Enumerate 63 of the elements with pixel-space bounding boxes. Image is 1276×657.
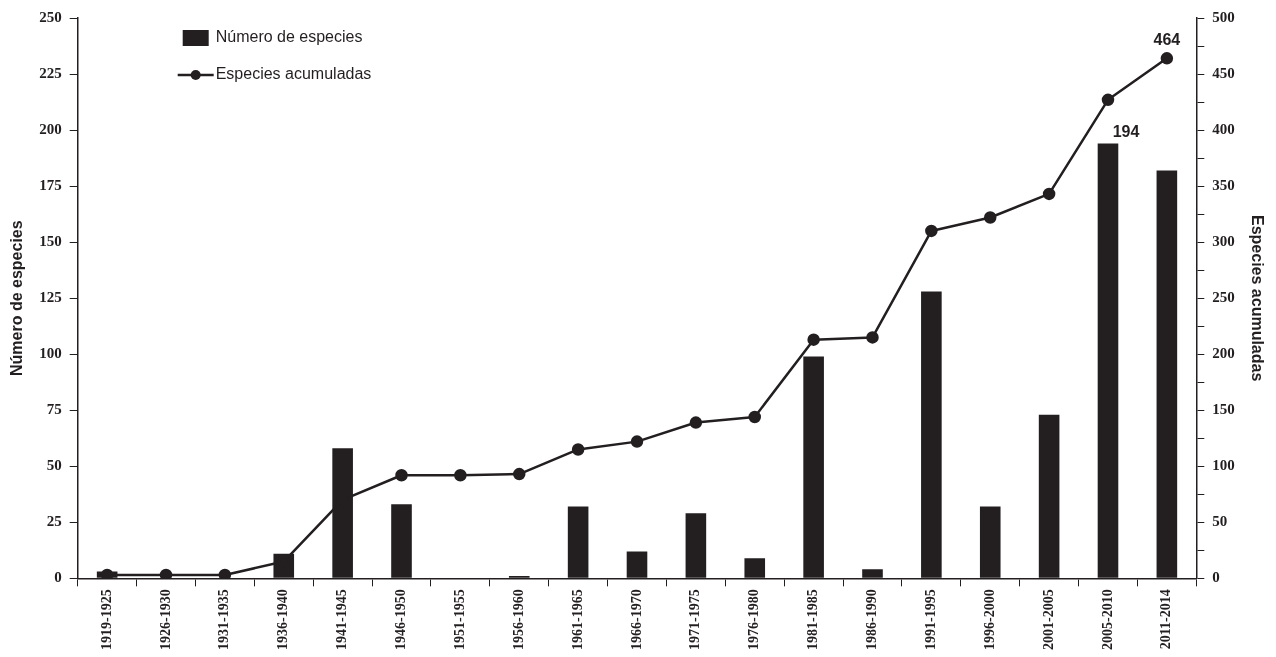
- x-tick-label: 2005-2010: [1099, 589, 1115, 651]
- x-tick-label: 1976-1980: [746, 589, 762, 651]
- data-label: 464: [1153, 30, 1181, 48]
- point: [630, 435, 644, 448]
- x-tick-label: 1931-1935: [216, 589, 232, 651]
- y2-tick-label: 450: [1212, 64, 1235, 81]
- point: [159, 568, 173, 579]
- point: [983, 211, 997, 224]
- y-tick-label: 125: [39, 289, 62, 306]
- x-tick-label: 1926-1930: [157, 589, 173, 651]
- x-tick-label: 1971-1975: [687, 589, 703, 651]
- y2-tick-label: 150: [1212, 401, 1235, 418]
- x-tick-label: 1941-1945: [334, 589, 350, 651]
- y2-axis-title: Especies acumuladas: [1248, 215, 1266, 382]
- x-tick-label: 1966-1970: [628, 589, 644, 651]
- legend-label: Número de especies: [215, 28, 363, 46]
- y2-tick-label: 350: [1212, 176, 1235, 193]
- x-tick-label: 1996-2000: [981, 589, 997, 651]
- point: [1101, 93, 1115, 107]
- y2-tick-label: 0: [1212, 569, 1220, 586]
- point: [866, 331, 879, 344]
- x-tick-label: 1919-1925: [98, 589, 114, 651]
- x-tick-label: 1986-1990: [864, 589, 880, 651]
- y-axis-title: Número de especies: [8, 220, 26, 376]
- y2-tick-label: 500: [1212, 8, 1235, 25]
- x-tick-label: 1946-1950: [393, 589, 409, 651]
- point: [395, 468, 408, 482]
- x-tick-label: 1936-1940: [275, 589, 291, 651]
- x-tick-label: 1951-1955: [451, 589, 467, 651]
- y2-tick-label: 200: [1212, 345, 1235, 362]
- y2-tick-label: 100: [1212, 457, 1235, 474]
- x-tick-label: 2001-2005: [1040, 589, 1056, 651]
- y-tick-label: 25: [46, 513, 62, 530]
- point: [513, 467, 526, 481]
- y-tick-label: 0: [54, 569, 62, 586]
- x-tick-label: 1956-1960: [510, 589, 526, 651]
- point: [689, 416, 703, 429]
- x-tick-label: 1981-1985: [805, 589, 821, 651]
- data-label: 194: [1112, 122, 1140, 140]
- y-tick-label: 50: [46, 457, 62, 474]
- point: [1042, 187, 1056, 201]
- point: [218, 568, 232, 579]
- y-tick-label: 225: [39, 64, 62, 81]
- point: [1160, 52, 1174, 65]
- y-tick-label: 250: [39, 8, 62, 25]
- point: [571, 443, 585, 456]
- x-tick-label: 2011-2014: [1158, 589, 1174, 650]
- x-tick-label: 1961-1965: [569, 589, 585, 651]
- point: [454, 468, 467, 482]
- y2-tick-label: 400: [1212, 120, 1235, 137]
- y2-tick-label: 50: [1212, 513, 1228, 530]
- point: [925, 224, 938, 238]
- y2-tick-label: 300: [1212, 233, 1235, 250]
- y2-tick-label: 250: [1212, 289, 1235, 306]
- y-tick-label: 200: [39, 120, 62, 137]
- y-tick-label: 100: [39, 345, 62, 362]
- point: [748, 410, 761, 424]
- point: [807, 333, 820, 346]
- legend-label: Especies acumuladas: [215, 65, 372, 83]
- x-tick-label: 1991-1995: [922, 589, 938, 651]
- y-tick-label: 150: [39, 233, 62, 250]
- y-tick-label: 175: [39, 176, 62, 193]
- y-tick-label: 75: [46, 401, 62, 418]
